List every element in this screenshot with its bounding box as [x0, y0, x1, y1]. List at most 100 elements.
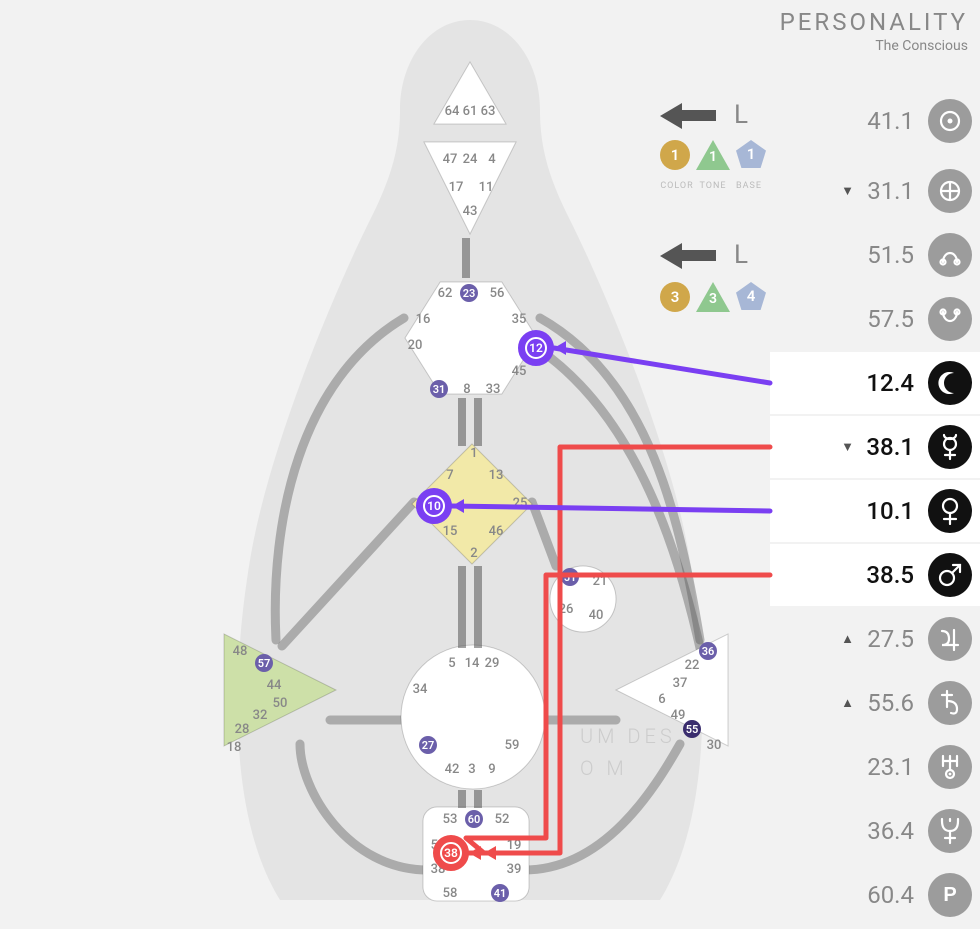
gate-17[interactable]: 17 [446, 180, 466, 195]
gate-38-target[interactable]: 38 [437, 839, 465, 867]
planet-row-venus[interactable]: 10.1 [770, 480, 980, 542]
planet-row-northnode[interactable]: 51.5 [770, 224, 980, 286]
arrow-letter: L [734, 100, 748, 130]
gate-42[interactable]: 42 [442, 762, 462, 777]
planet-row-earth[interactable]: ▼31.1 [770, 160, 980, 222]
gate-29[interactable]: 29 [482, 656, 502, 671]
gate-59[interactable]: 59 [502, 738, 522, 753]
gate-1[interactable]: 1 [464, 446, 484, 461]
gate-24[interactable]: 24 [460, 152, 480, 167]
legend-label: COLOR [660, 181, 694, 191]
planet-row-sun[interactable]: 41.1 [770, 90, 980, 152]
planet-row-mercury[interactable]: ▼38.1 [770, 416, 980, 478]
gate-19[interactable]: 19 [504, 838, 524, 853]
planet-row-uranus[interactable]: 23.1 [770, 736, 980, 798]
venus-icon [928, 489, 972, 533]
gate-47[interactable]: 47 [440, 152, 460, 167]
uranus-icon [928, 745, 972, 789]
gate-62[interactable]: 62 [435, 286, 455, 301]
gate-16[interactable]: 16 [413, 312, 433, 327]
gate-58[interactable]: 58 [440, 886, 460, 901]
gate-35[interactable]: 35 [509, 312, 529, 327]
gate-21[interactable]: 21 [590, 574, 610, 589]
gate-52[interactable]: 52 [492, 812, 512, 827]
gate-57[interactable]: 57 [255, 654, 273, 672]
gate-25[interactable]: 25 [510, 496, 530, 511]
determination-arrow-top: L [660, 100, 748, 130]
gate-13[interactable]: 13 [486, 468, 506, 483]
gate-7[interactable]: 7 [440, 468, 460, 483]
channel [458, 566, 466, 648]
gate-55[interactable]: 55 [683, 720, 701, 738]
gate-6[interactable]: 6 [652, 692, 672, 707]
gate-line-value: 38.5 [858, 561, 914, 589]
gate-63[interactable]: 63 [478, 104, 498, 119]
planet-row-jupiter[interactable]: ▲27.5 [770, 608, 980, 670]
gate-39[interactable]: 39 [504, 862, 524, 877]
gate-5[interactable]: 5 [442, 656, 462, 671]
gate-26[interactable]: 26 [556, 602, 576, 617]
planet-row-mars[interactable]: 38.5 [770, 544, 980, 606]
gate-line-value: 36.4 [858, 817, 914, 845]
watermark: UM DES O M [580, 720, 676, 784]
gate-44[interactable]: 44 [264, 678, 284, 693]
left-arrow-icon [660, 105, 716, 125]
gate-30[interactable]: 30 [704, 738, 724, 753]
personality-panel: PERSONALITY The Conscious 41.1▼31.151.55… [770, 0, 980, 929]
gate-2[interactable]: 2 [464, 546, 484, 561]
gate-37[interactable]: 37 [670, 676, 690, 691]
gate-line-value: 23.1 [858, 753, 914, 781]
gate-14[interactable]: 14 [462, 656, 482, 671]
jupiter-icon [928, 617, 972, 661]
gate-18[interactable]: 18 [224, 740, 244, 755]
gate-56[interactable]: 56 [487, 286, 507, 301]
gate-51[interactable]: 51 [561, 568, 579, 586]
gate-64[interactable]: 64 [442, 104, 462, 119]
gate-41[interactable]: 41 [491, 884, 509, 902]
channel [458, 790, 466, 808]
gate-line-value: 38.1 [858, 433, 914, 461]
gate-12-target[interactable]: 12 [522, 334, 550, 362]
gate-40[interactable]: 40 [586, 608, 606, 623]
gate-50[interactable]: 50 [270, 696, 290, 711]
gate-28[interactable]: 28 [232, 722, 252, 737]
gate-32[interactable]: 32 [250, 708, 270, 723]
base-badge: 4 [736, 282, 766, 310]
gate-line-value: 12.4 [858, 369, 914, 397]
gate-line-value: 31.1 [858, 177, 914, 205]
gate-8[interactable]: 8 [457, 382, 477, 397]
gate-9[interactable]: 9 [482, 762, 502, 777]
tone-badge: 3 [696, 282, 730, 312]
gate-31[interactable]: 31 [430, 380, 448, 398]
gate-27[interactable]: 27 [419, 736, 437, 754]
gate-46[interactable]: 46 [486, 524, 506, 539]
planet-row-southnode[interactable]: 57.5 [770, 288, 980, 350]
gate-22[interactable]: 22 [682, 658, 702, 673]
gate-60[interactable]: 60 [465, 810, 483, 828]
gate-10-target[interactable]: 10 [420, 492, 448, 520]
gate-53[interactable]: 53 [440, 812, 460, 827]
planet-row-moon[interactable]: 12.4 [770, 352, 980, 414]
gate-4[interactable]: 4 [482, 152, 502, 167]
gate-15[interactable]: 15 [440, 524, 460, 539]
gate-33[interactable]: 33 [483, 382, 503, 397]
gate-11[interactable]: 11 [476, 180, 496, 195]
sun-icon [928, 99, 972, 143]
planet-row-saturn[interactable]: ▲55.6 [770, 672, 980, 734]
gate-3[interactable]: 3 [462, 762, 482, 777]
channel [458, 398, 466, 446]
neptune-icon [928, 809, 972, 853]
planet-row-pluto[interactable]: 60.4P [770, 864, 980, 926]
earth-icon [928, 169, 972, 213]
panel-title: PERSONALITY [780, 8, 968, 36]
left-arrow-icon [660, 245, 716, 265]
gate-23[interactable]: 23 [460, 284, 478, 302]
gate-45[interactable]: 45 [509, 364, 529, 379]
planet-row-neptune[interactable]: 36.4 [770, 800, 980, 862]
gate-20[interactable]: 20 [405, 338, 425, 353]
gate-61[interactable]: 61 [460, 104, 480, 119]
gate-43[interactable]: 43 [460, 204, 480, 219]
gate-34[interactable]: 34 [410, 682, 430, 697]
center-ajna: 47244 17 11 43 [420, 138, 520, 238]
gate-48[interactable]: 48 [230, 644, 250, 659]
